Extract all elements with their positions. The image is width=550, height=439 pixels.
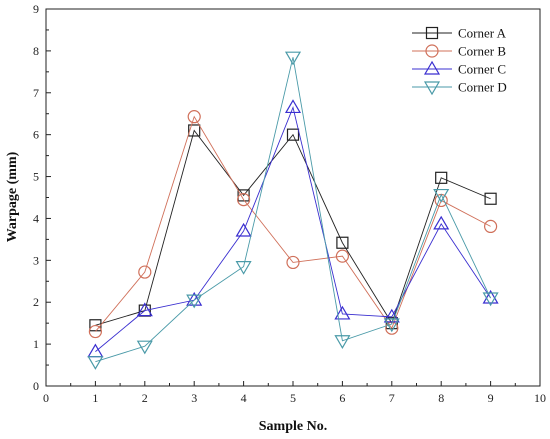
y-axis-label: Warpage (mm): [5, 151, 20, 242]
x-tick-label: 4: [241, 391, 247, 405]
legend-item: Corner A: [412, 26, 507, 41]
legend-item: Corner D: [412, 80, 507, 96]
data-point: [433, 215, 450, 230]
data-point: [335, 249, 349, 263]
y-tick-label: 4: [33, 211, 39, 225]
legend-label: Corner B: [458, 44, 506, 59]
data-point: [186, 294, 203, 309]
data-point: [136, 302, 153, 317]
data-point: [484, 219, 498, 234]
series-line: [95, 105, 491, 352]
legend-label: Corner A: [458, 26, 507, 41]
data-point: [138, 265, 152, 279]
data-point: [286, 128, 300, 141]
x-tick-label: 3: [191, 391, 197, 405]
x-tick-label: 7: [389, 391, 395, 405]
data-point: [237, 192, 251, 207]
y-tick-label: 3: [33, 253, 39, 267]
legend-item: Corner B: [412, 44, 506, 59]
data-point: [383, 318, 400, 333]
data-point: [435, 171, 448, 184]
data-point: [334, 305, 351, 320]
legend: Corner A Corner B Corner C Corner D: [412, 26, 507, 96]
y-tick-label: 8: [33, 44, 39, 58]
series-line: [95, 115, 491, 332]
data-point: [235, 261, 252, 275]
y-tick-label: 0: [33, 379, 39, 393]
data-point: [186, 291, 203, 306]
data-point: [484, 192, 497, 205]
series-line: [95, 57, 492, 363]
data-point: [87, 356, 104, 370]
data-point: [235, 222, 252, 237]
data-point: [482, 289, 499, 304]
series-line: [95, 129, 491, 326]
data-point: [433, 188, 450, 203]
legend-marker: [425, 26, 439, 40]
y-tick-label: 2: [33, 295, 39, 309]
y-tick-label: 1: [33, 337, 39, 351]
data-point: [187, 110, 201, 124]
x-tick-label: 0: [43, 391, 49, 405]
legend-item: Corner C: [412, 60, 506, 77]
legend-marker: [423, 81, 441, 96]
data-point: [286, 255, 300, 270]
x-tick-label: 5: [290, 391, 296, 405]
legend-label: Corner D: [458, 80, 507, 95]
series-corner-d: [87, 51, 499, 370]
data-point: [87, 343, 104, 358]
x-axis-label: Sample No.: [259, 419, 327, 434]
legend-marker: [425, 44, 439, 58]
y-tick-label: 6: [33, 128, 39, 142]
series-layer: [87, 51, 499, 370]
x-tick-label: 1: [92, 391, 98, 405]
data-point: [334, 335, 351, 349]
data-point: [284, 99, 302, 114]
data-point: [482, 292, 499, 307]
legend-label: Corner C: [458, 62, 506, 77]
y-tick-label: 5: [33, 170, 39, 184]
data-point: [284, 51, 302, 66]
data-point: [188, 124, 201, 137]
y-axis: 0 1 2 3 4 5 6 7 8 9: [33, 2, 51, 393]
y-tick-label: 7: [33, 86, 39, 100]
series-corner-b: [88, 110, 498, 339]
data-point: [336, 236, 349, 249]
y-tick-label: 9: [33, 2, 39, 16]
x-tick-label: 10: [534, 391, 546, 405]
x-tick-label: 8: [438, 391, 444, 405]
data-point: [88, 324, 103, 339]
x-tick-label: 9: [488, 391, 494, 405]
data-point: [237, 189, 250, 202]
legend-marker: [423, 60, 441, 75]
x-tick-label: 6: [339, 391, 345, 405]
data-point: [136, 340, 153, 355]
x-tick-label: 2: [142, 391, 148, 405]
x-axis: 0 1 2 3 4 5 6 7 8 9 10: [43, 381, 546, 405]
